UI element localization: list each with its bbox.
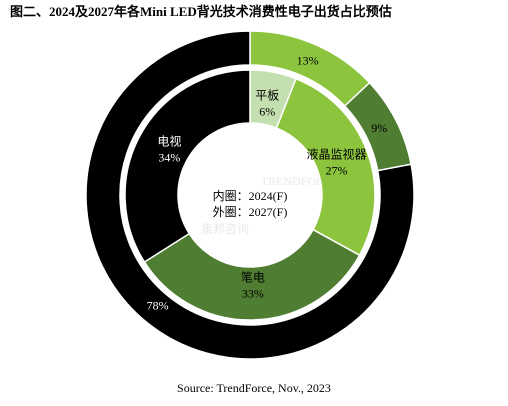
donut-segment — [85, 30, 415, 360]
donut-segment — [124, 69, 251, 264]
segment-name: 电视 — [157, 133, 181, 148]
data-label: 78% — [147, 298, 169, 312]
ring-label: 外圈：2027(F) — [213, 205, 288, 219]
source: Source: TrendForce, Nov., 2023 — [177, 381, 331, 395]
data-label: 6% — [259, 104, 275, 118]
segment-name: 液晶监视器 — [307, 147, 367, 162]
data-label: 34% — [158, 150, 180, 164]
ring-label: 内圈：2024(F) — [213, 189, 288, 203]
data-label: 27% — [326, 164, 348, 178]
data-label: 9% — [371, 121, 387, 135]
segment-name: 平板 — [255, 88, 279, 102]
watermark: 集邦咨询 — [201, 221, 249, 236]
donut-segment — [143, 228, 361, 321]
donut-segment — [275, 77, 376, 257]
data-label: 13% — [297, 54, 319, 68]
chart-title: 图二、2024及2027年各Mini LED背光技术消费性电子出货占比预估 — [10, 4, 392, 19]
data-label: 33% — [242, 287, 264, 301]
segment-name: 笔电 — [241, 270, 265, 285]
